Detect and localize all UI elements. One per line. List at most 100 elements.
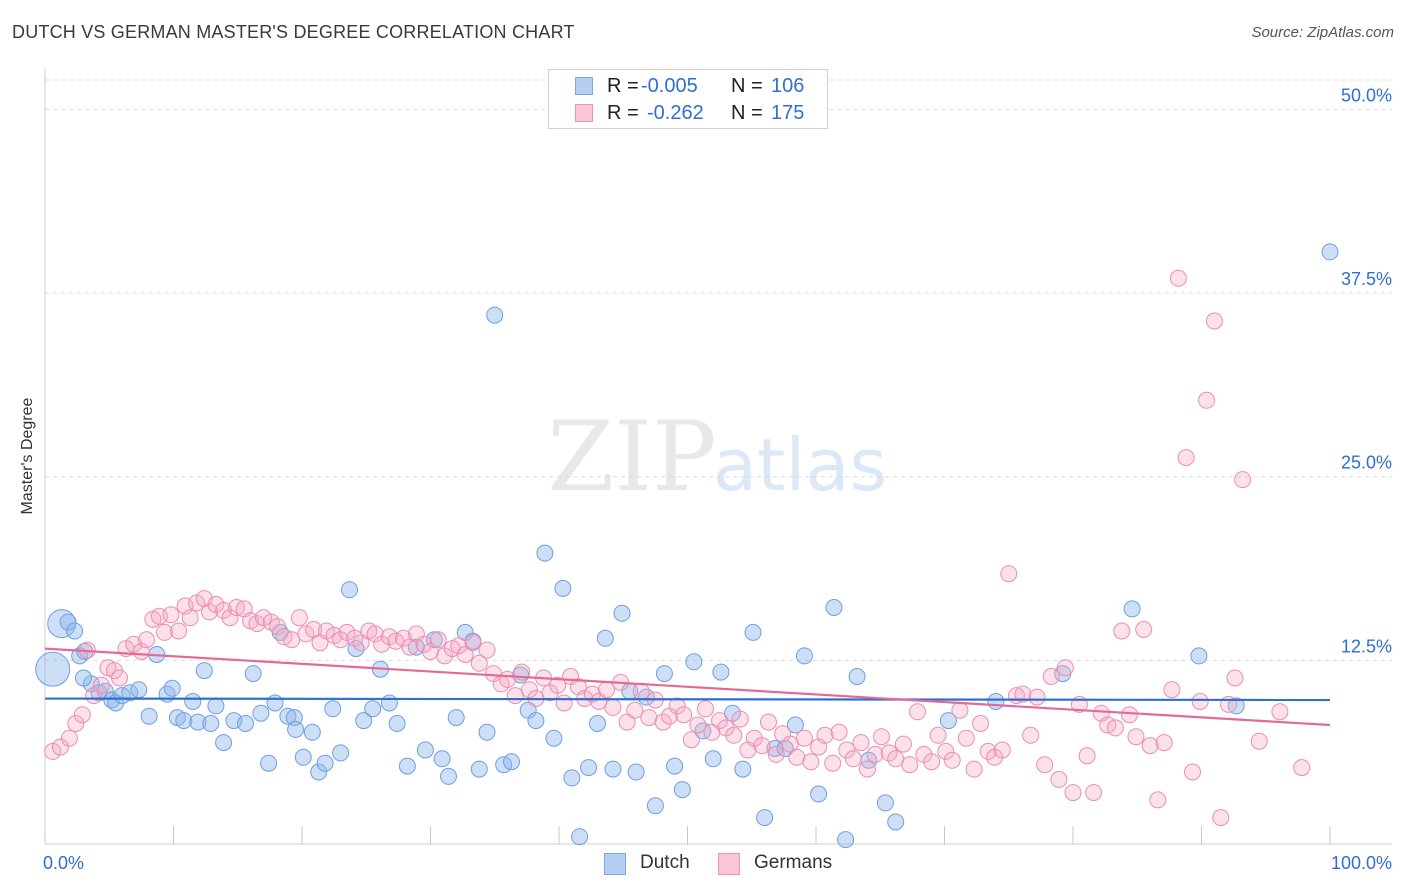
german-point [943,751,961,769]
dutch-point [756,809,774,827]
x-tick-label: 0.0% [43,853,84,873]
german-point [887,750,905,768]
german-point [470,654,488,672]
german-point [1177,449,1195,467]
dutch-point [887,813,905,831]
dutch-point [266,694,284,712]
german-point [901,756,919,774]
german-point [73,706,91,724]
dutch-point [478,723,496,741]
german-point [640,709,658,727]
german-point [366,625,384,643]
dutch-point [673,781,691,799]
german-point [668,697,686,715]
german-point [618,713,636,731]
german-point [957,729,975,747]
german-point [221,609,239,627]
german-point [156,623,173,641]
german-point [1149,791,1167,809]
dutch-point [388,715,406,732]
dutch-point [470,760,488,778]
dutch-point [486,306,504,324]
german-point [937,742,955,760]
dutch-point [655,665,673,683]
german-point [317,622,335,640]
german-point [464,634,482,652]
dutch-points [35,243,1339,849]
dutch-point [939,712,957,730]
dutch-point [310,763,328,781]
german-point [632,682,650,700]
n-value: 106 [771,75,805,97]
dutch-swatch [575,77,593,95]
dutch-point [512,666,529,684]
german-point [675,706,693,724]
german-point [283,631,301,649]
german-point [824,754,842,772]
dutch-point [195,662,213,680]
german-point [478,641,496,659]
source-label: Source: ZipAtlas.com [1251,24,1394,41]
series-legend: Dutch Germans [0,852,1406,878]
legend-label-germans: Germans [754,852,833,873]
dutch-point [795,647,813,665]
dutch-point [279,707,297,725]
dutch-point [66,622,84,640]
dutch-point [59,613,77,631]
german-point [626,701,644,719]
n-label: N = [731,75,763,97]
german-point [979,742,997,760]
german-point [1141,737,1159,755]
dutch-point [440,767,457,785]
dutch-point [287,720,305,738]
german-point [170,622,188,640]
n-label: N = [731,102,763,124]
german-point [1064,784,1082,802]
german-point [1212,809,1230,827]
dutch-point [613,604,631,622]
dutch-point [536,544,554,562]
dutch-point [571,828,589,846]
german-point [1205,312,1223,330]
german-point [923,753,941,771]
german-point [972,715,989,732]
german-point [1155,734,1173,752]
dutch-point [545,729,563,747]
german-point [499,670,517,688]
german-point [858,760,876,778]
dutch-point [215,734,233,752]
german-point [456,646,474,663]
dutch-point [260,754,278,772]
german-point [1028,688,1046,706]
german-point [852,734,870,752]
german-point [111,669,128,687]
dutch-point [848,668,866,685]
german-point [1085,784,1103,802]
german-point [1106,719,1124,737]
german-point [795,729,813,747]
dutch-point [704,750,722,768]
dutch-point [184,693,202,710]
dutch-point [554,579,572,597]
german-point [1121,706,1138,724]
dutch-point [589,715,606,732]
german-point [951,701,969,719]
german-point [767,745,785,763]
german-point [830,723,848,741]
german-point [162,606,180,624]
dutch-point [202,715,220,732]
german-point [248,615,266,633]
dutch-point [734,760,752,778]
dutch-point [341,581,358,599]
german-point [909,703,926,721]
dutch-point [294,748,312,766]
dutch-point [744,623,762,641]
german-points [44,269,1311,827]
german-point [1191,693,1209,710]
gridlines [45,79,1392,661]
german-point [731,710,749,728]
german-point [297,625,315,643]
dutch-point [35,651,71,687]
german-point [590,693,608,710]
